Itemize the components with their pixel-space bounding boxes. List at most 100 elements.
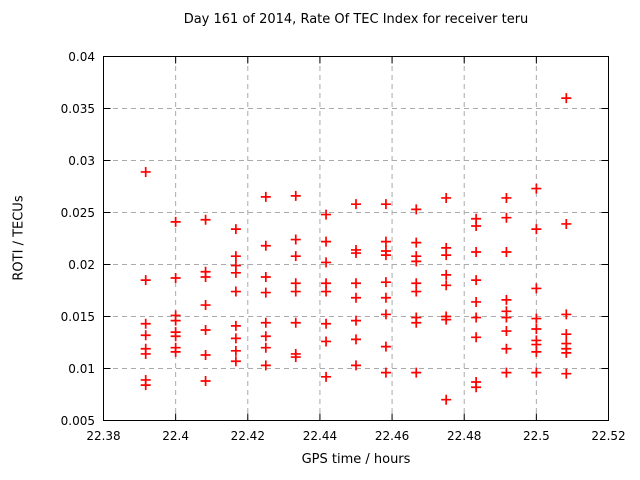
data-point-marker [441,192,452,203]
data-point-marker [531,323,542,334]
data-point-marker [531,224,542,235]
data-point-marker [441,314,452,325]
plot-border [103,56,609,421]
data-point-marker [321,286,332,297]
data-point-marker [260,360,271,371]
data-point-marker [321,257,332,268]
data-point-marker [351,278,361,289]
data-point-marker [200,271,211,282]
data-point-marker [170,216,181,227]
data-point-marker [441,269,452,280]
data-point-marker [561,347,572,358]
data-point-marker [411,204,422,215]
data-point-marker [411,237,422,248]
data-point-marker [380,292,391,303]
data-point-marker [411,367,422,378]
data-point-marker [260,331,271,342]
x-tick-label: 22.5 [522,429,550,443]
x-tick-label: 22.38 [86,429,121,443]
data-point-marker [200,214,211,225]
data-point-marker [230,267,241,278]
data-point-marker [230,333,241,344]
y-tick-label: 0.04 [68,49,95,64]
x-tick-label: 22.42 [230,429,265,443]
data-point-marker [471,247,482,258]
x-tick-label: 22.48 [447,429,482,443]
data-point-marker [230,251,241,262]
data-point-marker [561,368,572,379]
y-tick-label: 0.02 [68,257,95,272]
data-point-marker [351,315,361,326]
y-tick-label: 0.01 [68,361,95,376]
data-point-marker [321,371,332,382]
data-point-marker [380,250,391,261]
data-point-marker [200,300,211,311]
data-point-marker [321,209,332,220]
data-point-marker [290,286,301,297]
data-point-marker [561,218,572,229]
chart-title: Day 161 of 2014, Rate Of TEC Index for r… [183,12,529,27]
data-point-marker [170,346,181,357]
data-point-marker [351,360,361,371]
x-tick-label: 22.4 [162,429,189,443]
data-point-marker [351,292,361,303]
data-point-marker [230,356,241,367]
data-point-marker [200,325,211,336]
data-point-marker [230,320,241,331]
data-point-marker [140,318,151,329]
data-point-marker [140,380,151,391]
data-point-marker [380,309,391,320]
data-point-marker [471,221,482,232]
data-point-marker [501,312,512,323]
data-point-marker [321,318,332,329]
plot-area [103,56,609,421]
data-point-marker [380,277,391,288]
data-point-marker [561,309,572,320]
x-tick-label: 22.46 [374,429,410,443]
data-point-marker [321,236,332,247]
data-point-marker [380,199,391,210]
data-point-marker [531,313,542,324]
data-point-marker [501,192,512,203]
data-point-marker [471,382,482,393]
data-point-marker [501,326,512,337]
data-point-marker [290,234,301,245]
data-point-marker [260,287,271,298]
data-point-marker [531,367,542,378]
data-point-marker [170,315,181,326]
data-point-marker [380,367,391,378]
data-point-marker [471,312,482,323]
data-point-marker [411,317,422,328]
data-point-marker [290,190,301,201]
data-point-marker [140,330,151,341]
data-point-marker [471,275,482,286]
data-point-marker [411,286,422,297]
data-point-marker [531,283,542,294]
data-point-marker [531,346,542,357]
data-point-marker [290,251,301,262]
data-point-marker [290,317,301,328]
y-tick-label: 0.03 [68,153,95,168]
data-point-marker [471,332,482,343]
data-point-marker [140,275,151,286]
data-point-marker [351,334,361,345]
data-point-marker [561,329,572,340]
data-point-marker [380,341,391,352]
data-point-marker [531,183,542,194]
data-point-marker [501,212,512,223]
data-point-marker [260,191,271,202]
y-tick-label: 0.005 [60,413,95,428]
data-point-marker [501,367,512,378]
data-point-marker [170,331,181,342]
data-point-marker [140,166,151,177]
data-point-marker [501,294,512,305]
x-tick-label: 22.44 [302,429,338,443]
data-point-marker [321,336,332,347]
data-point-marker [380,236,391,247]
data-point-marker [441,250,452,261]
data-point-marker [230,286,241,297]
data-point-marker [351,248,361,259]
data-point-marker [471,296,482,307]
data-point-marker [260,240,271,251]
data-point-marker [260,342,271,353]
